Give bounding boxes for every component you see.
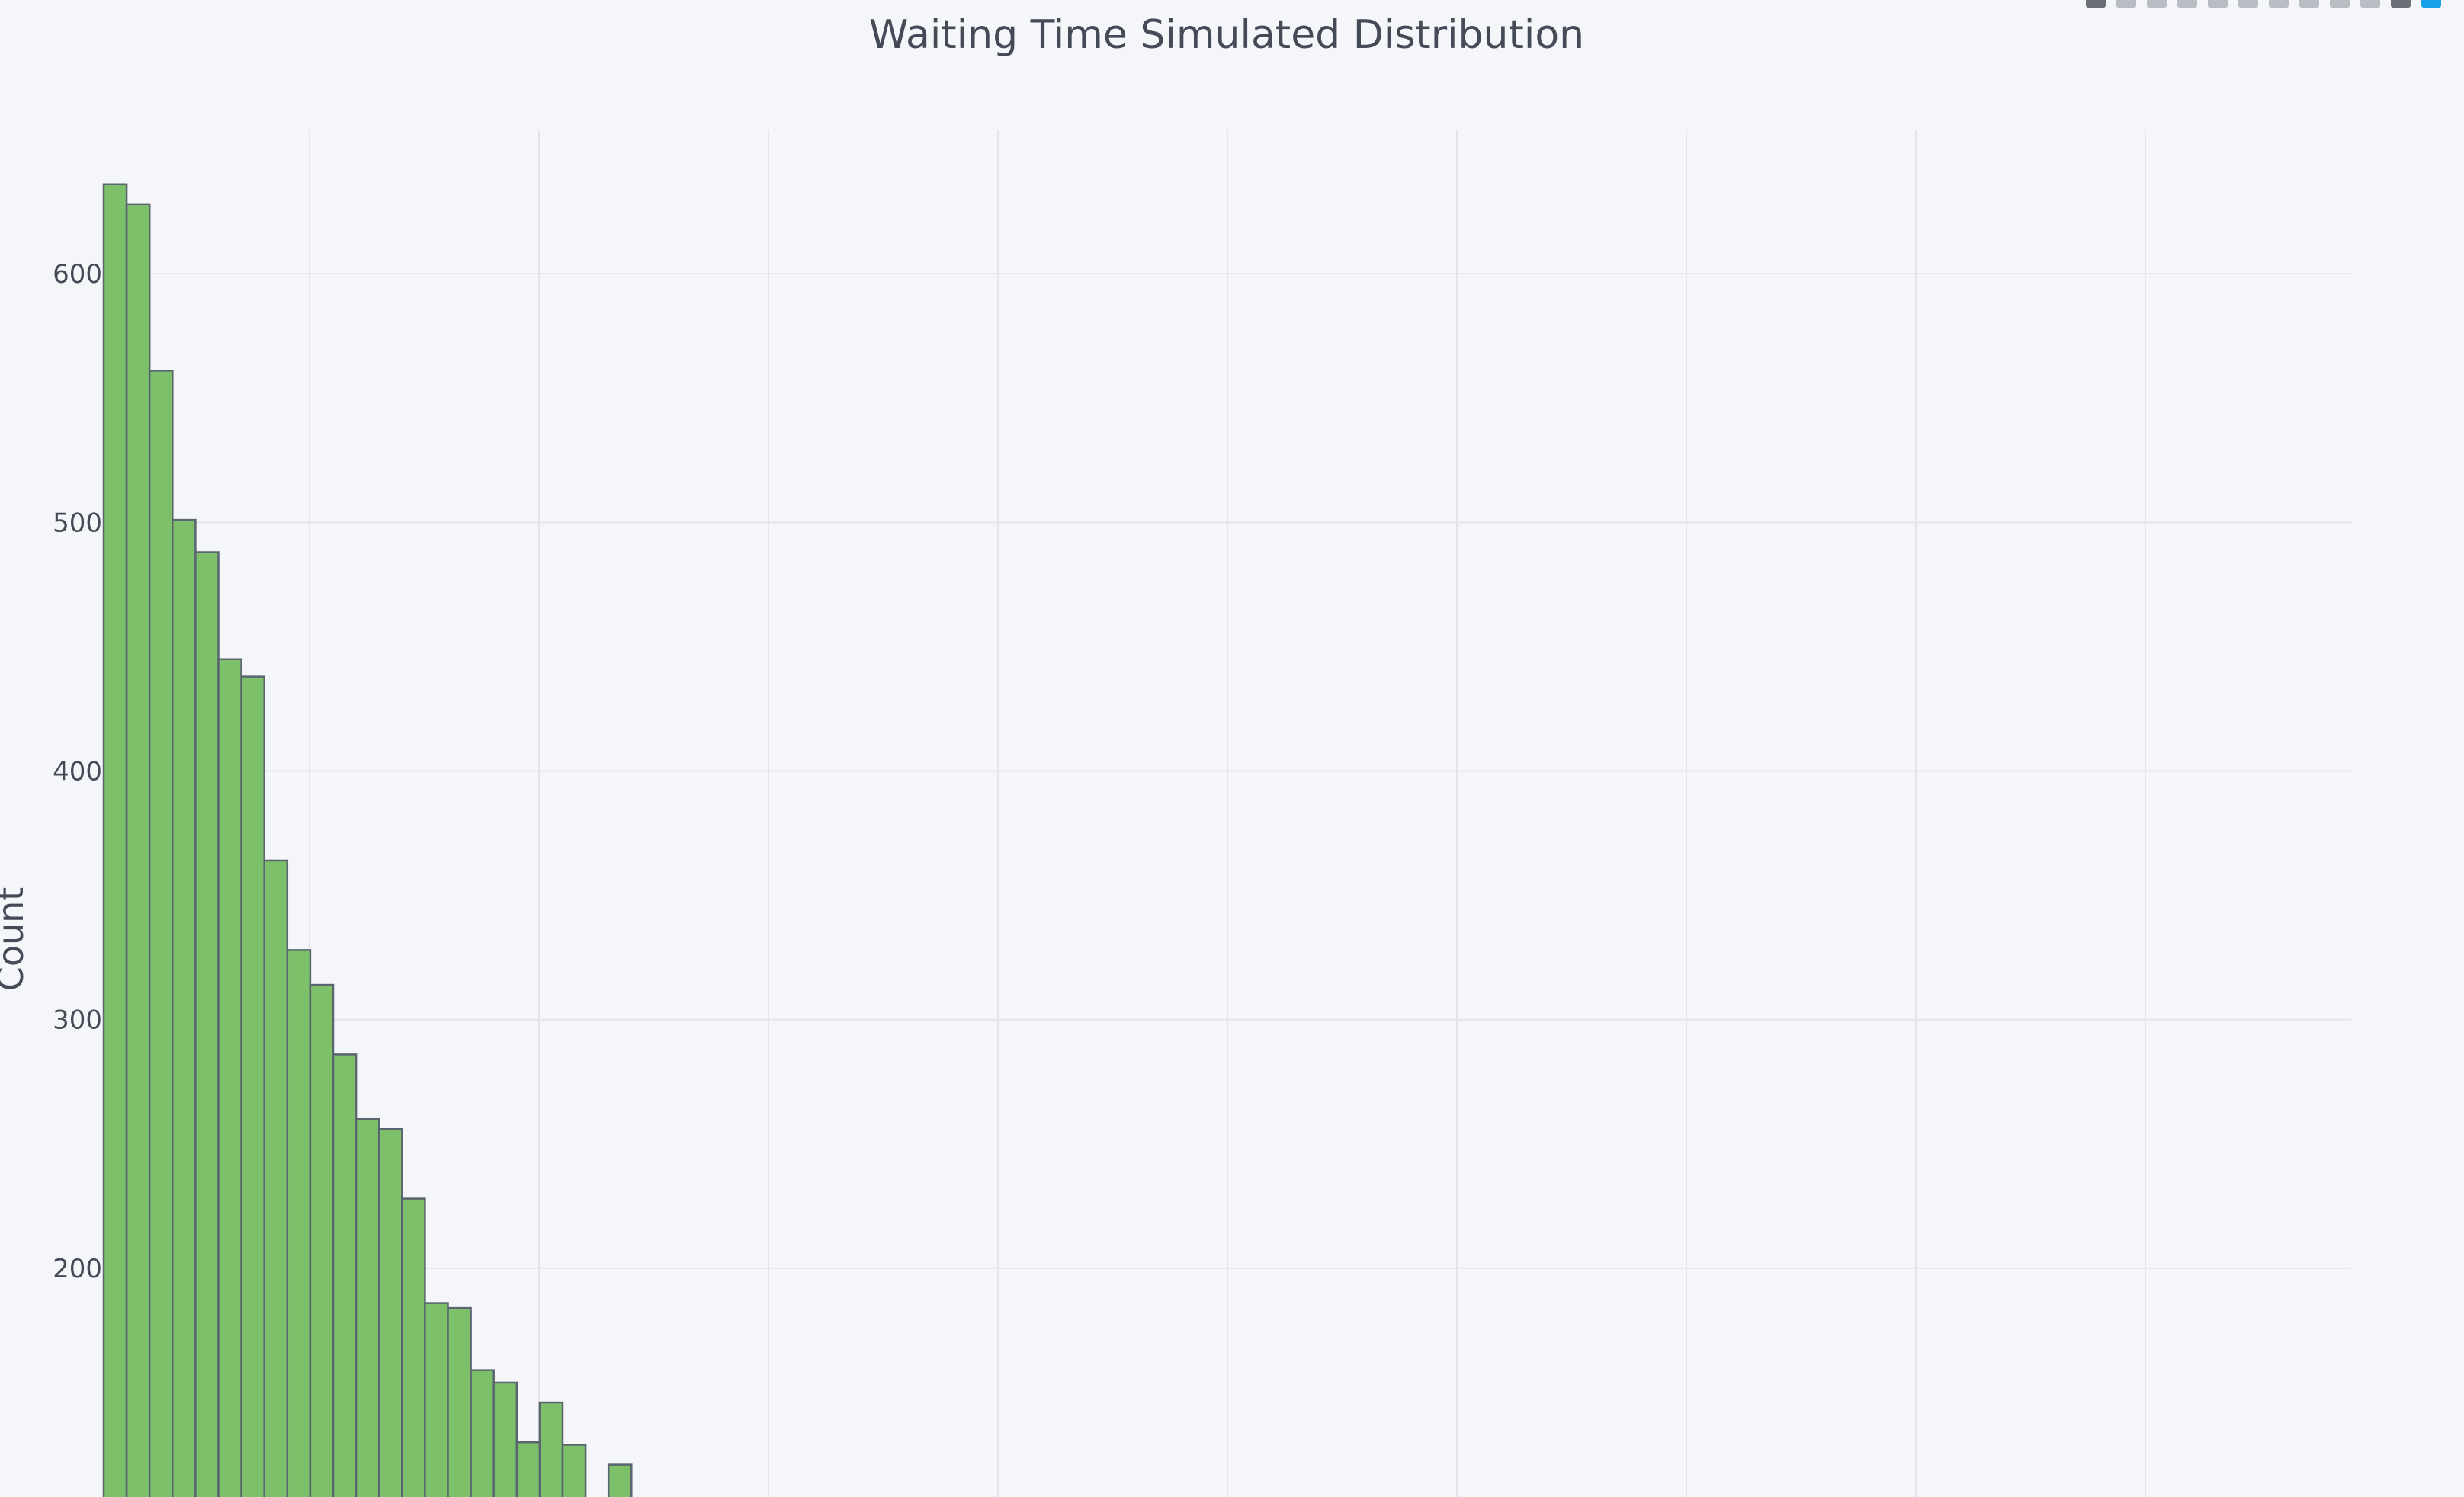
histogram-bar[interactable] [148, 370, 174, 1497]
histogram-bar[interactable] [309, 983, 335, 1497]
y-tick-label: 500 [53, 508, 102, 538]
histogram-bar[interactable] [172, 518, 197, 1497]
histogram-bar[interactable] [125, 203, 151, 1497]
histogram-bar[interactable] [263, 859, 289, 1497]
reset-axes-icon[interactable] [2299, 0, 2319, 8]
y-tick-label: 300 [53, 1005, 102, 1036]
histogram-bar[interactable] [102, 183, 128, 1497]
histogram-bar[interactable] [470, 1369, 495, 1497]
horizontal-gridlines [104, 273, 2351, 1269]
histogram-bars [102, 183, 633, 1497]
histogram-bar[interactable] [492, 1381, 518, 1497]
histogram-bar[interactable] [424, 1302, 449, 1497]
modebar [2086, 0, 2441, 11]
plotly-logo-icon[interactable] [2421, 0, 2441, 8]
histogram-bar[interactable] [515, 1441, 541, 1497]
zoom-icon[interactable] [2086, 0, 2106, 8]
y-tick-label: 600 [53, 259, 102, 290]
histogram-bar[interactable] [447, 1306, 472, 1497]
histogram-bar[interactable] [607, 1463, 633, 1497]
histogram-bar[interactable] [194, 551, 220, 1497]
box-select-icon[interactable] [2147, 0, 2167, 8]
histogram-bar[interactable] [377, 1128, 403, 1497]
y-tick-label: 200 [53, 1254, 102, 1284]
zoom-out-icon[interactable] [2238, 0, 2258, 8]
histogram-bar[interactable] [240, 675, 265, 1497]
histogram-bar[interactable] [332, 1053, 358, 1497]
hover-compare-icon[interactable] [2391, 0, 2411, 8]
histogram-bar[interactable] [401, 1197, 426, 1497]
chart-title: Waiting Time Simulated Distribution [868, 12, 1585, 58]
zoom-in-icon[interactable] [2208, 0, 2228, 8]
lasso-icon[interactable] [2177, 0, 2197, 8]
y-axis-tick-labels: 200 300 400 500 600 [53, 259, 102, 1284]
spike-lines-icon[interactable] [2330, 0, 2350, 8]
histogram-bar[interactable] [561, 1444, 587, 1497]
histogram-bar[interactable] [286, 949, 312, 1497]
pan-icon[interactable] [2116, 0, 2136, 8]
y-axis-title: Count [0, 887, 31, 992]
hover-closest-icon[interactable] [2360, 0, 2380, 8]
histogram-bar[interactable] [217, 658, 242, 1497]
y-tick-label: 400 [53, 757, 102, 787]
histogram-bar[interactable] [538, 1401, 564, 1497]
vertical-gridlines [309, 130, 2146, 1497]
histogram-bar[interactable] [355, 1117, 380, 1497]
autoscale-icon[interactable] [2269, 0, 2289, 8]
